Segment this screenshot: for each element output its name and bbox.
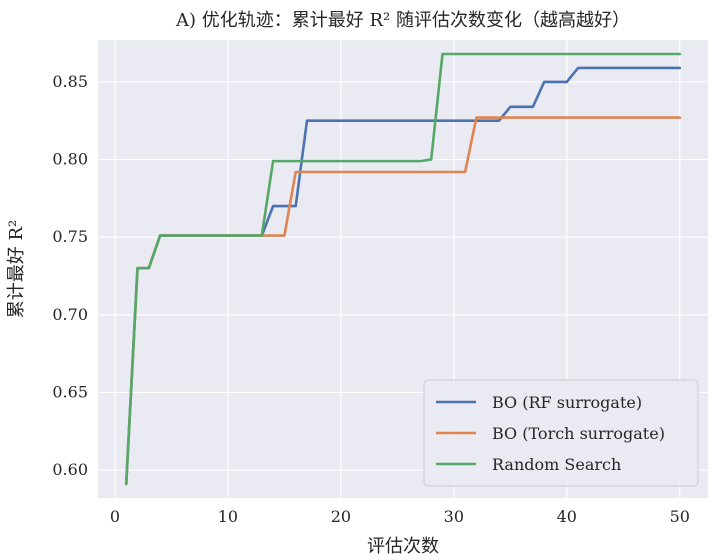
- y-tick-label: 0.85: [52, 72, 88, 91]
- y-tick-label: 0.80: [52, 150, 88, 169]
- legend-box: [423, 379, 699, 487]
- x-tick-label: 50: [670, 507, 690, 526]
- x-tick-label: 10: [218, 507, 238, 526]
- legend: BO (RF surrogate) BO (Torch surrogate) Ran…: [423, 379, 699, 487]
- tick-labels: 0 10 20 30 40 50 0.60 0.65 0.70 0.75 0.80 0.85: [52, 72, 690, 526]
- x-tick-label: 40: [557, 507, 577, 526]
- chart-title: A) 优化轨迹：累计最好 R² 随评估次数变化（越高越好）: [175, 10, 630, 31]
- y-tick-label: 0.65: [52, 382, 88, 401]
- x-tick-label: 30: [444, 507, 464, 526]
- y-tick-label: 0.70: [52, 305, 88, 324]
- x-tick-label: 0: [110, 507, 120, 526]
- legend-label: Random Search: [492, 455, 621, 474]
- grid-lines: [98, 40, 708, 498]
- x-tick-label: 20: [331, 507, 351, 526]
- x-axis-label: 评估次数: [367, 536, 439, 557]
- series-line-3: [124, 52, 682, 486]
- series-layer: [124, 52, 682, 486]
- legend-label: BO (RF surrogate): [492, 393, 642, 412]
- legend-label: BO (Torch surrogate): [492, 424, 665, 443]
- y-tick-label: 0.60: [52, 460, 88, 479]
- y-tick-label: 0.75: [52, 227, 88, 246]
- y-axis-label: 累计最好 R²: [6, 220, 27, 319]
